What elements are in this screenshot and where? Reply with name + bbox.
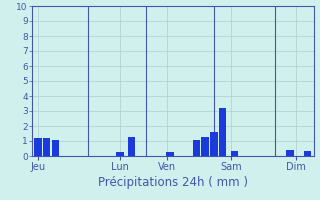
Bar bbox=[210, 132, 218, 156]
Bar bbox=[286, 150, 294, 156]
Bar bbox=[231, 151, 238, 156]
Bar bbox=[201, 137, 209, 156]
Bar bbox=[219, 108, 226, 156]
Bar bbox=[52, 140, 59, 156]
Bar bbox=[304, 151, 311, 156]
Bar bbox=[128, 137, 135, 156]
Bar bbox=[166, 152, 173, 156]
Bar bbox=[34, 138, 42, 156]
Bar bbox=[193, 140, 200, 156]
Bar bbox=[116, 152, 124, 156]
Bar bbox=[43, 138, 50, 156]
X-axis label: Précipitations 24h ( mm ): Précipitations 24h ( mm ) bbox=[98, 176, 248, 189]
